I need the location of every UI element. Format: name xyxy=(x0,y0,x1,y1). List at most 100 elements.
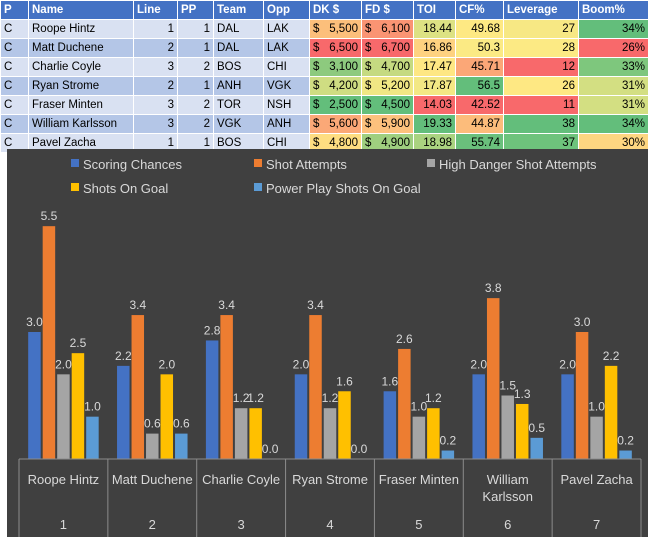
player-table: P Name Line PP Team Opp DK $ FD $ TOI CF% Leverage… xyxy=(0,0,648,153)
cell-line: 1 xyxy=(133,19,178,39)
cell-team: DAL xyxy=(213,19,264,39)
cell-team: BOS xyxy=(213,133,264,153)
cell-pp: 1 xyxy=(177,38,214,58)
cell-dk: 5,600 $ xyxy=(309,114,362,134)
cell-fd: 6,100 $ xyxy=(361,19,414,39)
currency-symbol: $ xyxy=(313,79,320,92)
currency-symbol: $ xyxy=(365,41,372,54)
data-label: 5.5 xyxy=(41,209,58,223)
legend-swatch xyxy=(71,159,79,167)
cell-leverage: 37 xyxy=(503,133,579,153)
data-label: 1.6 xyxy=(382,374,399,388)
cell-toi: 19.33 xyxy=(413,114,456,134)
bar xyxy=(619,450,632,459)
cell-leverage: 28 xyxy=(503,38,579,58)
data-label: 2.0 xyxy=(158,357,175,371)
legend-label: Power Play Shots On Goal xyxy=(266,181,421,196)
cell-line: 3 xyxy=(133,57,178,77)
currency-symbol: $ xyxy=(313,22,320,35)
category-label: Fraser Minten xyxy=(379,472,459,487)
bar xyxy=(604,365,618,459)
bar xyxy=(117,365,130,459)
bar xyxy=(294,374,308,459)
cell-name: Charlie Coyle xyxy=(28,57,134,77)
cell-opp: VGK xyxy=(263,76,310,96)
cell-toi: 18.98 xyxy=(413,133,456,153)
shot-metrics-chart: Scoring Chances Shot Attempts High Danger … xyxy=(7,149,648,537)
bar xyxy=(175,433,188,459)
salary-amount: 6,100 xyxy=(381,22,410,35)
cell-team: DAL xyxy=(213,38,264,58)
data-label: 3.0 xyxy=(574,315,591,329)
salary-amount: 4,700 xyxy=(381,60,410,73)
bar xyxy=(71,353,85,459)
salary-amount: 6,500 xyxy=(329,41,358,54)
bar xyxy=(412,416,426,459)
bar xyxy=(205,340,219,459)
table-row: C Matt Duchene 2 1 DAL LAK 6,500 $6,700 $16.86 50… xyxy=(0,38,648,58)
chart-legend: Scoring Chances Shot Attempts High Danger … xyxy=(71,157,597,196)
category-label: William xyxy=(487,472,529,487)
column-header: TOI xyxy=(413,0,456,20)
data-label: 1.2 xyxy=(247,391,264,405)
cell-pp: 1 xyxy=(177,76,214,96)
data-label: 3.0 xyxy=(26,315,43,329)
legend-swatch xyxy=(254,159,262,167)
cell-pp: 2 xyxy=(177,114,214,134)
cell-team: BOS xyxy=(213,57,264,77)
table-row: C Ryan Strome 2 1 ANH VGK 4,200 $5,200 $17.87 56.… xyxy=(0,76,648,96)
bar xyxy=(472,374,485,459)
cell-boom: 33% xyxy=(578,57,648,77)
cell-boom: 34% xyxy=(578,19,648,39)
data-label: 0.0 xyxy=(262,442,279,456)
currency-symbol: $ xyxy=(365,98,372,111)
column-header: Team xyxy=(213,0,264,20)
chart-svg: Scoring Chances Shot Attempts High Danger … xyxy=(18,157,642,537)
table-header-row: P Name Line PP Team Opp DK $ FD $ TOI CF% Leverage… xyxy=(0,0,648,20)
bar xyxy=(398,348,411,459)
column-header: PP xyxy=(177,0,214,20)
bar xyxy=(338,391,351,459)
cell-toi: 14.03 xyxy=(413,95,456,115)
salary-amount: 5,500 xyxy=(329,22,358,35)
category-label: Matt Duchene xyxy=(112,472,193,487)
data-label: 2.8 xyxy=(204,323,221,337)
cell-dk: 3,100 $ xyxy=(309,57,362,77)
bar xyxy=(28,332,41,459)
cell-cf: 45.71 xyxy=(455,57,504,77)
bar xyxy=(561,374,574,459)
category-index-label: 5 xyxy=(415,517,422,532)
column-header: P xyxy=(0,0,29,20)
cell-pp: 2 xyxy=(177,95,214,115)
category-label: Karlsson xyxy=(482,489,533,504)
cell-fd: 4,700 $ xyxy=(361,57,414,77)
cell-pp: 2 xyxy=(177,57,214,77)
data-label: 0.6 xyxy=(173,417,190,431)
legend-label: High Danger Shot Attempts xyxy=(439,157,597,172)
data-label: 1.2 xyxy=(322,391,339,405)
cell-opp: CHI xyxy=(263,57,310,77)
legend-swatch xyxy=(71,183,79,191)
column-header: Opp xyxy=(263,0,310,20)
bar xyxy=(234,408,248,459)
column-header: Name xyxy=(28,0,134,20)
category-index-label: 4 xyxy=(326,517,333,532)
bar xyxy=(486,298,500,459)
category-index-label: 3 xyxy=(238,517,245,532)
bar xyxy=(590,416,603,459)
data-label: 1.5 xyxy=(499,379,516,393)
cell-line: 3 xyxy=(133,114,178,134)
cell-opp: NSH xyxy=(263,95,310,115)
cell-cf: 56.5 xyxy=(455,76,504,96)
bar xyxy=(383,391,397,459)
bar xyxy=(160,374,174,459)
cell-team: ANH xyxy=(213,76,264,96)
bar xyxy=(220,315,233,459)
data-label: 3.8 xyxy=(485,281,502,295)
bar xyxy=(131,315,145,459)
cell-leverage: 12 xyxy=(503,57,579,77)
cell-boom: 30% xyxy=(578,133,648,153)
legend-swatch xyxy=(254,183,262,191)
bar xyxy=(515,403,529,459)
salary-amount: 4,200 xyxy=(329,79,358,92)
